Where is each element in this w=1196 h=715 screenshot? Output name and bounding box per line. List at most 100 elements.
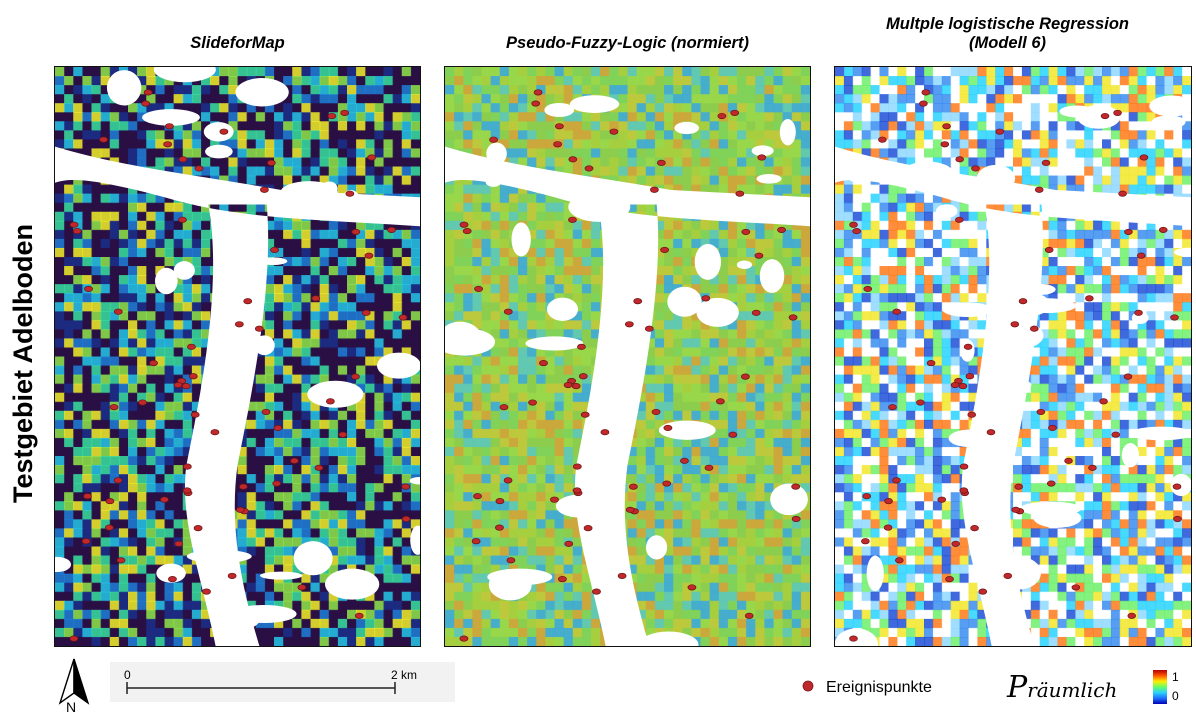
map-raster-cell [164,528,175,539]
map-raster-cell [410,76,420,86]
map-raster-cell [563,247,574,258]
map-raster-cell [490,546,501,557]
map-raster-cell [365,356,376,367]
map-panel-slideformap [54,66,421,647]
map-raster-cell [182,356,193,367]
map-raster-cell [146,582,157,593]
map-raster-cell [146,266,157,276]
map-raster-cell [64,320,74,331]
map-raster-cell [536,67,547,77]
map-raster-cell [508,365,519,376]
map-raster-cell [545,555,556,566]
map-raster-cell [155,392,166,403]
map-raster-cell [591,338,601,349]
map-raster-cell [463,229,474,240]
map-raster-cell [410,465,420,475]
map-raster-cell [764,510,775,521]
map-raster-cell [782,528,793,539]
map-raster-cell [274,383,284,394]
map-raster-cell [201,329,211,340]
map-raster-cell [472,446,483,457]
map-raster-cell [518,302,528,312]
map-raster-cell [100,247,111,258]
map-raster-cell [146,383,157,394]
map-raster-cell [527,519,537,530]
map-raster-cell [445,519,455,530]
map-raster-cell [645,456,656,466]
map-raster-cell [727,157,738,168]
map-raster-cell [337,627,348,638]
map-raster-cell [463,474,474,484]
map-raster-cell [82,202,93,213]
map-raster-cell [472,465,483,475]
map-raster-cell [791,428,802,439]
map-raster-cell [374,256,385,267]
map-raster-cell [581,247,592,258]
map-raster-cell [490,365,501,376]
map-raster-cell [55,437,65,448]
map-raster-cell [791,474,802,484]
map-raster-cell [73,365,84,376]
map-raster-cell [664,465,674,475]
map-raster-cell [410,428,420,439]
map-raster-cell [518,121,528,132]
map-raster-cell [100,392,111,403]
map-raster-cell [773,85,784,95]
event-point [105,524,114,531]
map-raster-cell [445,383,455,394]
map-raster-cell [82,465,93,475]
map-raster-cell [337,229,348,240]
map-raster-cell [718,175,729,186]
map-raster-cell [82,356,93,367]
map-raster-cell [118,609,129,620]
map-raster-cell [472,392,483,403]
map-raster-cell [365,85,376,95]
map-raster-cell [755,492,766,502]
map-raster-cell [109,121,120,132]
map-raster-cell [319,347,330,358]
map-raster-cell [645,121,656,132]
map-raster-cell [508,211,519,222]
map-raster-cell [454,112,464,123]
map-raster-cell [627,94,638,104]
map-raster-cell [445,555,455,566]
map-raster-cell [91,437,102,448]
map-raster-cell [128,229,138,240]
map-raster-cell [328,501,339,512]
map-raster-cell [137,401,147,412]
map-raster-cell [618,85,629,95]
map-raster-cell [682,483,693,493]
map-raster-cell [709,175,720,186]
map-raster-cell [73,247,84,258]
map-raster-cell [319,94,330,104]
map-raster-cell [472,112,483,123]
map-raster-cell [155,320,166,331]
map-raster-cell [563,329,574,340]
map-raster-cell [383,537,394,548]
map-raster-cell [137,121,147,132]
map-raster-cell [137,555,147,566]
map-raster-cell [173,582,184,593]
map-raster-cell [100,492,111,502]
map-raster-cell [673,573,683,584]
event-point [69,635,79,642]
event-point [181,383,191,390]
map-raster-cell [410,112,420,123]
map-raster-cell [472,266,483,276]
map-raster-cell [563,148,574,159]
map-raster-cell [527,392,537,403]
map-raster-cell [64,564,74,575]
map-raster-cell [319,175,330,186]
map-raster-cell [737,103,747,113]
map-raster-cell [472,437,483,448]
map-raster-cell [800,573,810,584]
map-raster-cell [137,636,147,646]
map-raster-cell [554,130,565,141]
map-raster-cell [264,247,275,258]
map-raster-cell [274,229,284,240]
map-raster-cell [572,247,583,258]
map-raster-cell [319,76,330,86]
map-raster-cell [572,564,583,575]
map-raster-cell [182,591,193,602]
map-raster-cell [691,564,702,575]
